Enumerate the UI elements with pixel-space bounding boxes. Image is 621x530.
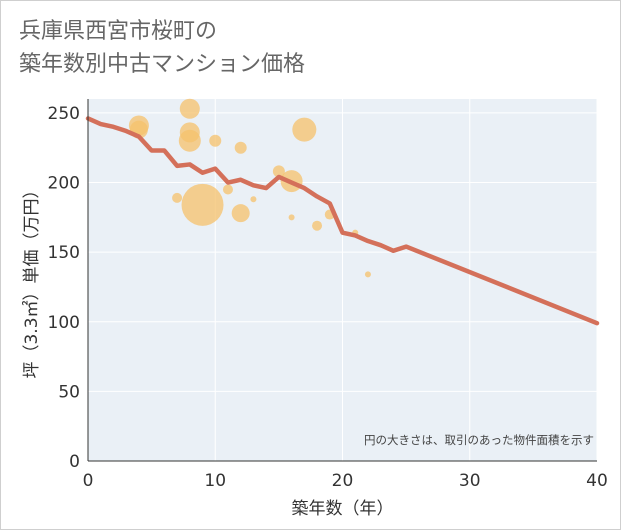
bubble-point: [209, 134, 222, 147]
chart-title-line1: 兵庫県西宮市桜町の: [19, 19, 218, 44]
x-tick-label: 20: [332, 471, 354, 491]
bubble-point: [288, 214, 295, 221]
bubble-point: [179, 122, 200, 143]
x-axis-label: 築年数（年）: [292, 499, 394, 519]
chart-title: 兵庫県西宮市桜町の 築年数別中古マンション価格: [19, 15, 305, 81]
y-tick-label: 50: [58, 382, 80, 402]
grid-lines: [88, 99, 598, 461]
y-tick-label: 150: [48, 243, 80, 263]
chart-title-line2: 築年数別中古マンション価格: [19, 52, 306, 77]
bubble-point: [250, 196, 257, 203]
size-note: 円の大きさは、取引のあった物件面積を示す: [364, 433, 594, 447]
bubble-point: [172, 192, 183, 203]
bubble-point: [231, 204, 250, 223]
trend-series: [85, 116, 600, 326]
y-axis-label: 坪（3.3㎡）単価（万円）: [22, 181, 42, 378]
bubble-point: [234, 141, 247, 154]
x-tick-label: 40: [586, 471, 608, 491]
bubble-point: [312, 220, 323, 231]
y-tick-label: 250: [48, 104, 80, 124]
x-tick-label: 30: [459, 471, 481, 491]
x-tick-label: 0: [83, 471, 94, 491]
bubble-point: [364, 271, 371, 278]
bubble-point: [181, 183, 224, 226]
x-tick-label: 10: [204, 471, 226, 491]
y-tick-label: 100: [48, 313, 80, 333]
y-tick-label: 0: [69, 452, 80, 472]
y-tick-label: 200: [48, 174, 80, 194]
bubble-point: [292, 117, 317, 142]
bubble-point: [222, 184, 233, 195]
bubble-point: [272, 165, 285, 178]
axes: 0 50 100 150 200 250 0 10 20 30 40: [48, 99, 608, 491]
bubble-point: [179, 98, 200, 119]
trend-line: [85, 116, 600, 326]
